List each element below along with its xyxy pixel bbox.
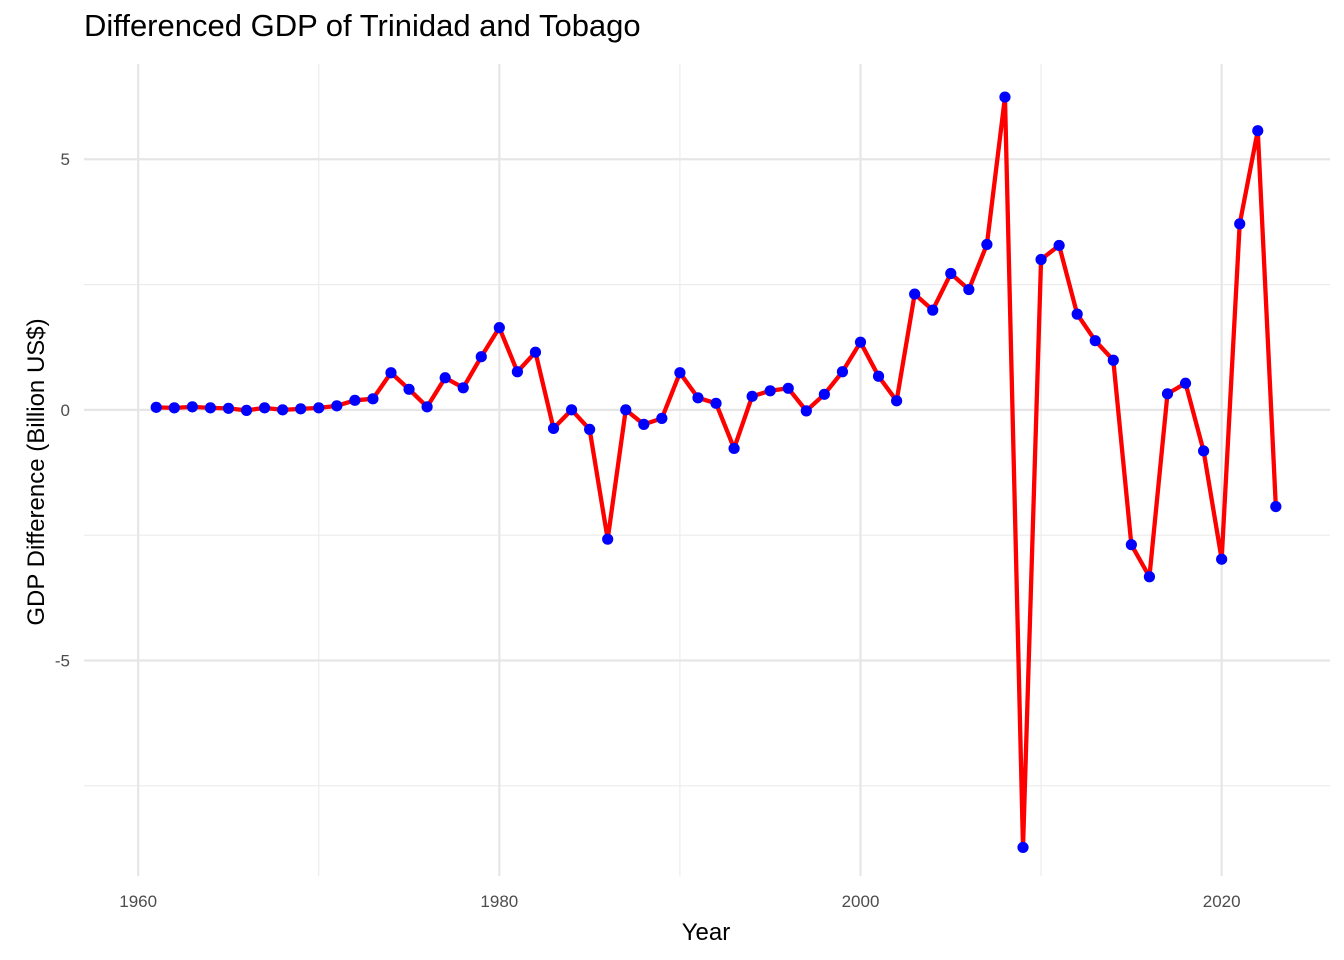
major-gridlines [84,64,1330,876]
x-tick-label: 2000 [842,892,880,911]
data-point [1053,239,1065,252]
x-tick-label: 1960 [119,892,157,911]
data-point [1143,571,1156,583]
data-point [1125,539,1137,551]
data-point [854,336,867,348]
data-point [1197,445,1210,457]
x-tick-label: 1980 [480,892,518,911]
data-point [1089,335,1101,347]
data-point [927,304,939,316]
data-point [204,402,217,414]
data-point [1035,253,1047,266]
data-point [836,366,849,378]
data-point [186,401,198,413]
data-point [872,370,885,382]
data-point [1234,218,1246,230]
data-point [1161,388,1174,400]
data-point [782,382,794,394]
data-point [800,405,812,417]
x-axis-tick-labels: 1960 1980 2000 2020 [119,892,1240,911]
data-point [349,394,361,406]
data-point [475,351,487,363]
data-point [1270,500,1282,513]
data-point [295,403,307,415]
y-axis-tick-labels: 5 0 -5 [55,150,70,670]
data-point [602,533,614,545]
x-tick-label: 2020 [1203,892,1241,911]
data-point [258,402,271,414]
data-point [277,404,289,416]
series-line [156,94,1278,850]
minor-gridlines [84,64,1330,876]
data-point [1017,841,1029,854]
data-point [818,388,830,400]
data-point [656,412,668,424]
data-point [439,372,451,384]
data-point [457,382,469,394]
data-point [168,402,180,414]
data-point [493,322,505,334]
data-point [511,366,523,378]
data-point [529,346,542,358]
data-point [638,418,650,430]
data-point [547,422,560,434]
data-point [945,267,957,280]
y-axis-title: GDP Difference (Billion US$) [23,318,50,625]
data-point [963,283,975,296]
data-point [1216,553,1228,565]
data-point [710,397,722,409]
data-point [1071,308,1083,320]
data-point [222,402,235,414]
data-point [999,91,1011,103]
series-line-group [156,94,1278,850]
data-point [674,367,686,379]
data-point [909,288,921,300]
data-point [150,401,162,413]
data-point [385,367,397,379]
data-point [692,392,704,404]
data-point [728,442,740,455]
data-point [421,401,433,413]
data-point [981,238,993,251]
data-point [891,395,903,407]
data-point [584,423,596,435]
y-tick-label: -5 [55,651,70,670]
data-point [1107,354,1119,366]
data-point [403,383,415,395]
data-point [620,404,632,416]
data-point [565,404,578,416]
data-point [764,385,776,397]
data-point [313,402,325,414]
data-point [240,404,253,416]
y-tick-label: 0 [61,401,70,420]
data-point [1179,377,1192,389]
data-point [367,393,379,405]
data-point [1252,125,1264,137]
data-point [331,400,343,412]
data-points [150,91,1282,854]
x-axis-title: Year [682,919,731,946]
data-point [746,390,758,402]
chart-title: Differenced GDP of Trinidad and Tobago [84,8,641,43]
y-tick-label: 5 [61,150,70,169]
